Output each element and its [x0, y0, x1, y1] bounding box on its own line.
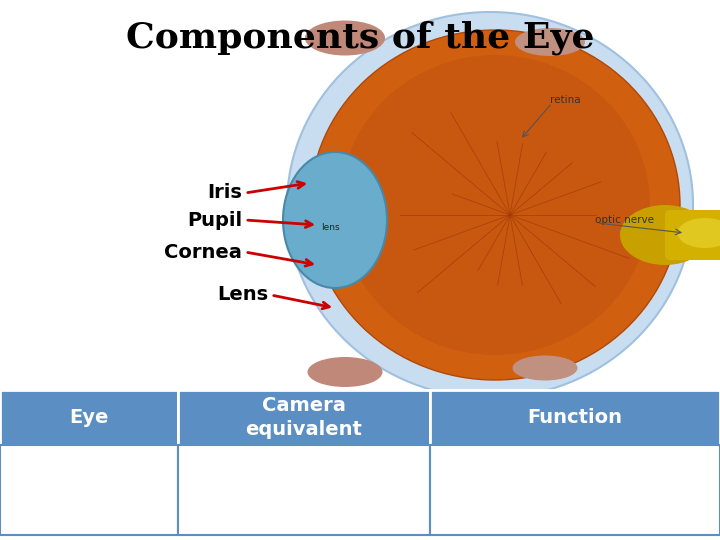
Bar: [178, 445, 430, 535]
Ellipse shape: [310, 30, 680, 380]
Ellipse shape: [620, 205, 710, 265]
Ellipse shape: [678, 218, 720, 248]
Ellipse shape: [513, 355, 577, 381]
Bar: [430, 445, 720, 535]
Text: Pupil: Pupil: [187, 211, 242, 229]
Ellipse shape: [515, 28, 585, 56]
Text: Eye: Eye: [69, 408, 109, 427]
Text: Function: Function: [528, 408, 623, 427]
Ellipse shape: [283, 152, 387, 288]
Text: optic nerve: optic nerve: [595, 215, 654, 225]
Ellipse shape: [287, 12, 693, 398]
Text: retina: retina: [550, 95, 580, 105]
Bar: [0, 390, 178, 445]
Text: Iris: Iris: [207, 184, 242, 202]
Bar: [430, 390, 720, 445]
Text: Components of the Eye: Components of the Eye: [126, 21, 594, 55]
Bar: [178, 390, 430, 445]
Text: Cornea: Cornea: [164, 242, 242, 261]
Ellipse shape: [305, 21, 385, 56]
Text: Lens: Lens: [217, 286, 268, 305]
Ellipse shape: [340, 55, 650, 355]
Bar: [0, 445, 178, 535]
Ellipse shape: [307, 357, 382, 387]
FancyBboxPatch shape: [665, 210, 720, 260]
Text: Camera
equivalent: Camera equivalent: [246, 396, 362, 438]
Text: lens: lens: [320, 224, 339, 233]
